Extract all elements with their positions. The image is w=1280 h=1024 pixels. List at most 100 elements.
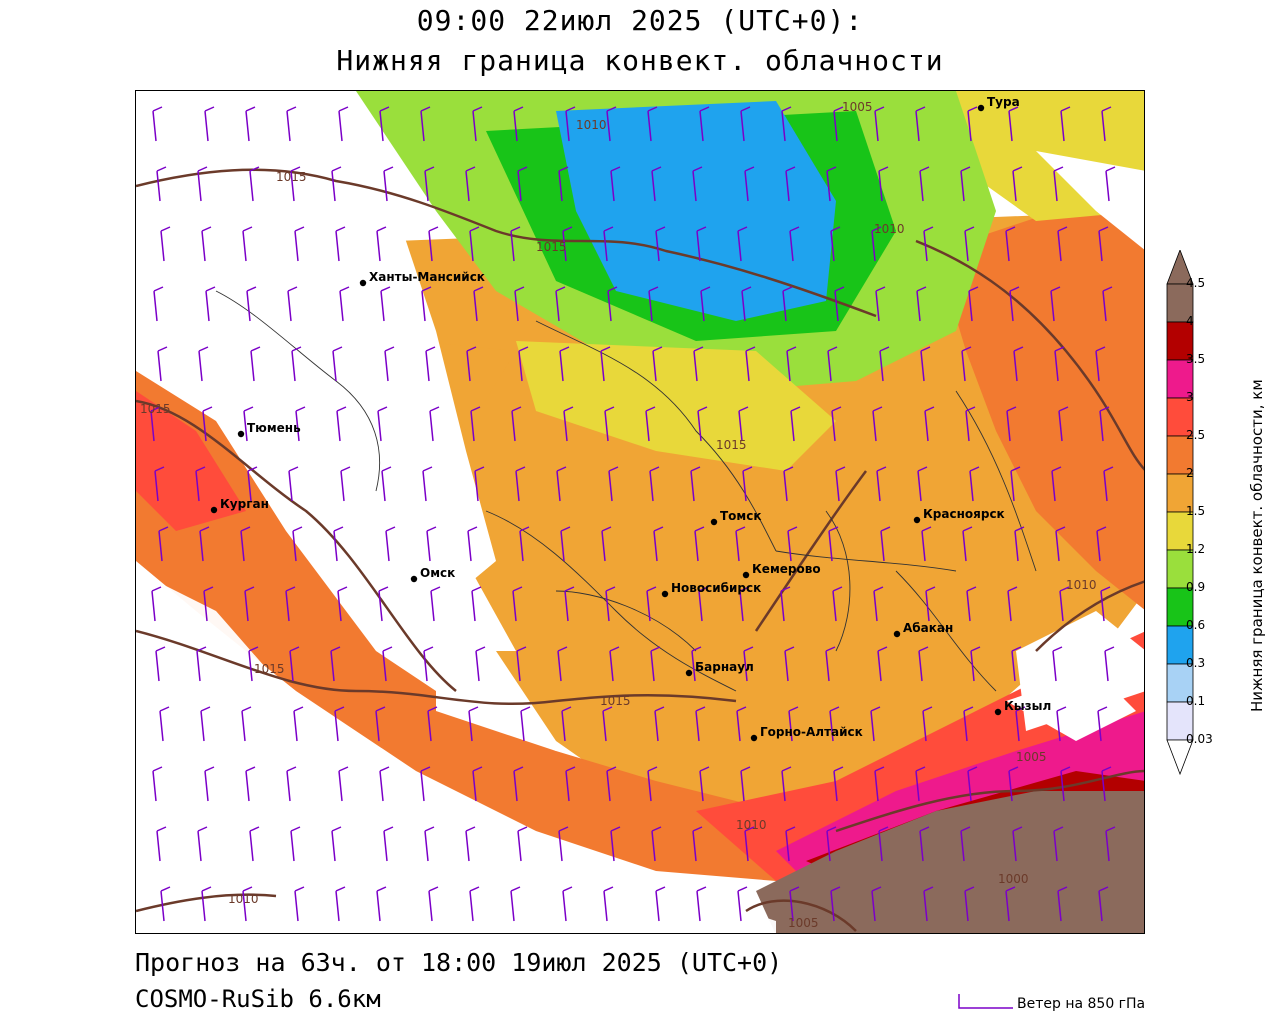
map-subtitle: Нижняя граница конвект. облачности bbox=[336, 44, 944, 77]
wind-barb bbox=[377, 406, 388, 442]
wind-barb bbox=[422, 466, 433, 502]
wind-barb bbox=[424, 166, 435, 202]
wind-barb bbox=[205, 286, 216, 322]
wind-barb bbox=[831, 406, 842, 442]
wind-barb bbox=[1101, 106, 1112, 142]
wind-barb bbox=[967, 106, 978, 142]
wind-barb bbox=[286, 106, 297, 142]
wind-barb bbox=[736, 706, 747, 742]
isobar-label: 1005 bbox=[788, 916, 819, 930]
colorbar-cell bbox=[1166, 435, 1194, 475]
wind-barb bbox=[242, 226, 253, 262]
wind-barb bbox=[428, 226, 439, 262]
wind-barb bbox=[1105, 166, 1116, 202]
wind-barb bbox=[158, 526, 169, 562]
wind-barb bbox=[201, 886, 212, 922]
wind-barb bbox=[249, 166, 260, 202]
wind-barb bbox=[964, 886, 975, 922]
wind-barb bbox=[423, 646, 434, 682]
wind-barb bbox=[383, 826, 394, 862]
isobar-label: 1000 bbox=[998, 872, 1029, 886]
wind-barb bbox=[872, 406, 883, 442]
wind-barb bbox=[519, 526, 530, 562]
city-marker[interactable] bbox=[742, 571, 750, 579]
wind-barb bbox=[603, 886, 614, 922]
wind-barb bbox=[699, 106, 710, 142]
wind-barb bbox=[603, 226, 614, 262]
city-marker[interactable] bbox=[237, 430, 245, 438]
city-marker[interactable] bbox=[210, 506, 218, 514]
wind-barb bbox=[558, 166, 569, 202]
wind-barb bbox=[290, 166, 301, 202]
wind-barb bbox=[245, 106, 256, 142]
wind-legend: Ветер на 850 гПа bbox=[955, 988, 1215, 1018]
isobar-label: 1005 bbox=[1016, 750, 1047, 764]
wind-barb bbox=[602, 706, 613, 742]
wind-barb bbox=[240, 526, 251, 562]
wind-barb bbox=[827, 346, 838, 382]
wind-barb bbox=[871, 226, 882, 262]
wind-barb bbox=[565, 106, 576, 142]
wind-barb bbox=[646, 586, 657, 622]
isobar-label: 1005 bbox=[842, 100, 873, 114]
city-marker[interactable] bbox=[750, 734, 758, 742]
wind-barb bbox=[157, 346, 168, 382]
wind-barb bbox=[286, 766, 297, 802]
wind-barb bbox=[968, 286, 979, 322]
wind-barb bbox=[651, 166, 662, 202]
map-panel[interactable]: Тура Ханты-Мансийск Тюмень Курган Омск Новоси… bbox=[135, 90, 1145, 934]
wind-barb bbox=[376, 886, 387, 922]
isobar-label: 1010 bbox=[736, 818, 767, 832]
wind-barb bbox=[915, 766, 926, 802]
wind-barb bbox=[289, 646, 300, 682]
city-marker[interactable] bbox=[685, 669, 693, 677]
city-marker[interactable] bbox=[913, 516, 921, 524]
wind-barb bbox=[426, 526, 437, 562]
city-marker[interactable] bbox=[410, 575, 418, 583]
wind-barb bbox=[826, 166, 837, 202]
wind-barb bbox=[427, 706, 438, 742]
city-marker[interactable] bbox=[893, 630, 901, 638]
wind-barb bbox=[150, 406, 161, 442]
wind-barb bbox=[781, 766, 792, 802]
wind-barb bbox=[563, 406, 574, 442]
wind-barb bbox=[379, 106, 390, 142]
wind-barb bbox=[294, 886, 305, 922]
wind-barb bbox=[825, 646, 836, 682]
wind-barb bbox=[923, 886, 934, 922]
wind-barb bbox=[429, 406, 440, 442]
wind-barb bbox=[335, 226, 346, 262]
colorbar-tick-label: 2 bbox=[1186, 466, 1194, 480]
city-marker[interactable] bbox=[359, 279, 367, 287]
wind-barb bbox=[379, 766, 390, 802]
isobar-label: 1015 bbox=[140, 402, 171, 416]
wind-barb bbox=[653, 526, 664, 562]
wind-barb bbox=[875, 286, 886, 322]
wind-barb bbox=[159, 706, 170, 742]
wind-barb bbox=[1012, 826, 1023, 862]
city-label: Тюмень bbox=[247, 421, 301, 435]
wind-barb bbox=[608, 466, 619, 502]
wind-barb bbox=[692, 826, 703, 862]
wind-barb bbox=[338, 766, 349, 802]
wind-barb bbox=[738, 406, 749, 442]
wind-barb bbox=[202, 406, 213, 442]
city-marker[interactable] bbox=[661, 590, 669, 598]
city-label: Тура bbox=[987, 95, 1020, 109]
colorbar-tick-label: 0.1 bbox=[1186, 694, 1206, 708]
wind-barb bbox=[197, 166, 208, 202]
wind-barb bbox=[333, 526, 344, 562]
wind-barb bbox=[424, 826, 435, 862]
wind-barb bbox=[780, 586, 791, 622]
city-label: Омск bbox=[420, 566, 455, 580]
wind-barb bbox=[830, 226, 841, 262]
city-marker[interactable] bbox=[994, 708, 1002, 716]
wind-barb bbox=[922, 706, 933, 742]
wind-barb bbox=[331, 826, 342, 862]
wind-barb bbox=[741, 286, 752, 322]
city-marker[interactable] bbox=[710, 518, 718, 526]
wind-barb bbox=[740, 106, 751, 142]
wind-barb bbox=[961, 346, 972, 382]
city-marker[interactable] bbox=[977, 104, 985, 112]
wind-barb bbox=[789, 886, 800, 922]
